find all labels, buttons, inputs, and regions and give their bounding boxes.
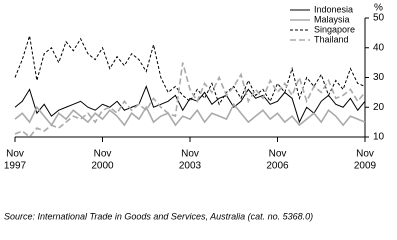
source-note: Source: International Trade in Goods and… [4,211,313,221]
y-tick-label: 20 [373,102,385,113]
page: {"chart_data": {"type": "line", "y_unit"… [3,2,385,222]
x-tick-label: 1997 [4,161,27,172]
legend-label: Indonesia [314,4,353,14]
y-tick-label: 30 [373,72,385,83]
x-tick-label: Nov [6,149,24,160]
chart: % Source: International Trade in Goods a… [4,3,385,222]
x-tick-label: 2000 [91,161,114,172]
legend-label: Singapore [314,24,355,34]
x-tick-label: Nov [94,149,112,160]
x-tick-label: Nov [356,149,374,160]
x-tick-label: 2009 [354,161,377,172]
series-line [14,35,366,106]
legend-label: Thailand [314,34,349,44]
x-tick-label: Nov [181,149,199,160]
x-tick-label: 2006 [266,161,289,172]
x-tick-label: 2003 [179,161,202,172]
series-line [14,62,366,139]
y-tick-label: 10 [373,132,385,143]
y-tick-label: 40 [373,42,385,53]
legend-label: Malaysia [314,14,350,24]
series-line [14,85,366,124]
y-tick-label: 50 [373,13,385,24]
y-unit: % [374,3,383,14]
x-tick-label: Nov [269,149,287,160]
series-line [14,102,366,127]
